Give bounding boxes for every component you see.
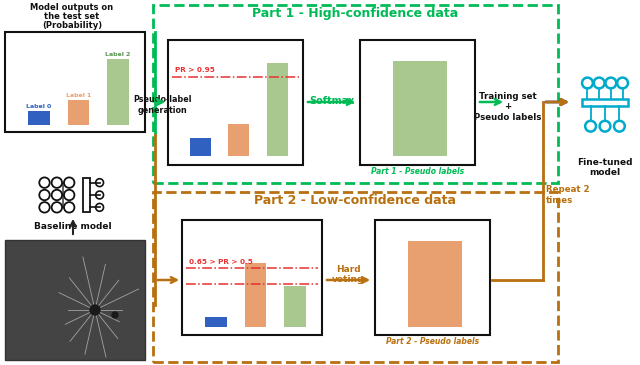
Bar <box>267 63 287 156</box>
Bar <box>582 99 628 107</box>
Text: the test set: the test set <box>44 12 100 21</box>
Bar <box>394 61 447 156</box>
Text: 0.65 > PR > 0.5: 0.65 > PR > 0.5 <box>189 259 253 265</box>
Text: (Probability): (Probability) <box>42 21 102 30</box>
Text: PR > 0.95: PR > 0.95 <box>175 67 214 73</box>
Text: Softmax: Softmax <box>309 96 354 106</box>
Bar <box>408 241 462 327</box>
Bar <box>28 111 50 125</box>
Text: Repeat 2
times: Repeat 2 times <box>546 185 589 205</box>
Bar <box>205 317 227 327</box>
Bar <box>284 286 306 327</box>
Bar <box>182 220 322 335</box>
Text: Label 0: Label 0 <box>26 104 51 109</box>
Bar <box>153 5 558 183</box>
Text: Training set
+
Pseudo labels: Training set + Pseudo labels <box>474 92 541 122</box>
Circle shape <box>112 312 118 318</box>
Bar <box>168 40 303 165</box>
Text: Fine-tuned
model: Fine-tuned model <box>577 158 633 177</box>
Bar <box>190 138 211 156</box>
Bar <box>5 240 145 360</box>
Text: Part 2 - Pseudo labels: Part 2 - Pseudo labels <box>386 337 479 346</box>
Text: Model outputs on: Model outputs on <box>31 3 113 12</box>
Text: Pseudo-label
generation: Pseudo-label generation <box>134 95 192 115</box>
Text: Label 1: Label 1 <box>66 93 91 98</box>
Bar <box>153 192 558 362</box>
Bar <box>83 178 90 212</box>
Bar <box>68 100 90 125</box>
Bar <box>360 40 475 165</box>
Circle shape <box>90 305 100 315</box>
Bar <box>5 32 145 132</box>
Text: Label 2: Label 2 <box>106 52 131 57</box>
Text: Part 2 - Low-confidence data: Part 2 - Low-confidence data <box>255 194 456 207</box>
Text: Part 1 - Pseudo labels: Part 1 - Pseudo labels <box>371 167 464 176</box>
Bar <box>108 59 129 125</box>
Text: Baseline model: Baseline model <box>34 222 112 231</box>
Bar <box>375 220 490 335</box>
Text: Part 1 - High-confidence data: Part 1 - High-confidence data <box>252 7 459 20</box>
Text: Hard
voting: Hard voting <box>332 265 365 284</box>
Bar <box>244 264 266 327</box>
Bar <box>228 124 250 156</box>
